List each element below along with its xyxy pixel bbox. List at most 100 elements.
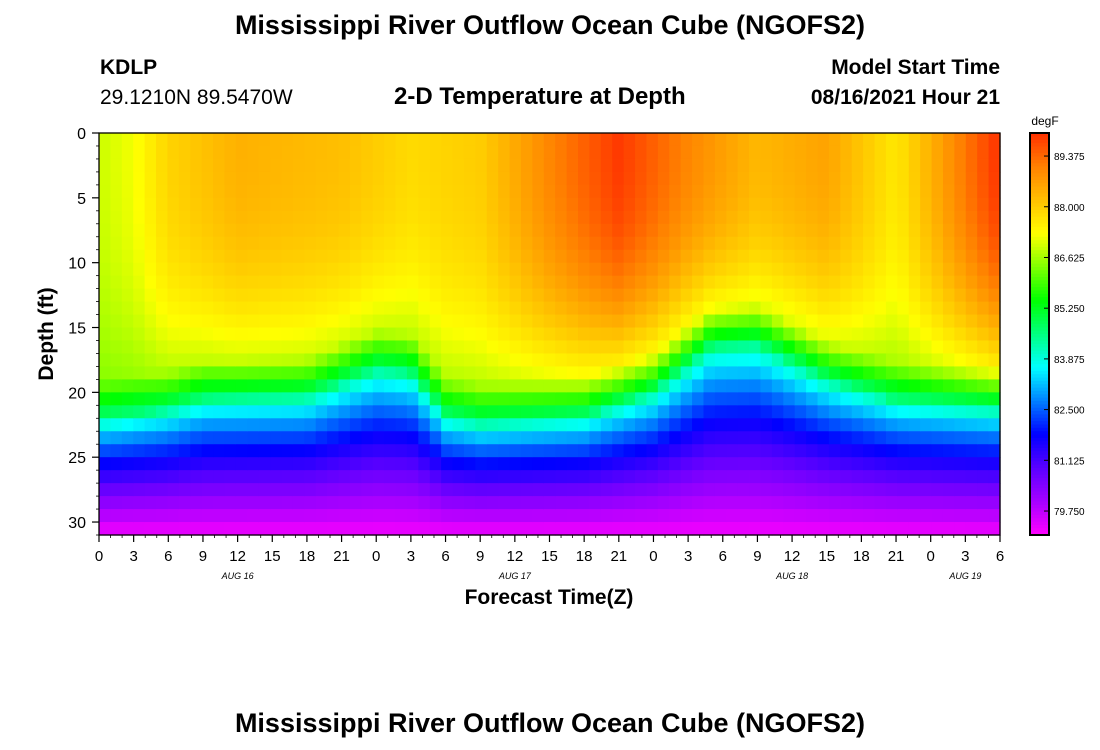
heat-cell: [213, 483, 226, 497]
heat-cell: [349, 496, 362, 510]
heat-cell: [304, 145, 317, 160]
colorbar: 89.37588.00086.62585.25083.87582.50081.1…: [1029, 132, 1085, 536]
heat-cell: [429, 197, 442, 212]
heat-cell: [578, 483, 591, 497]
heat-cell: [99, 457, 112, 471]
heat-cell: [270, 431, 283, 445]
heat-cell: [931, 171, 944, 186]
heat-cell: [304, 275, 317, 290]
heat-cell: [406, 496, 419, 510]
heat-cell: [965, 405, 978, 419]
heat-cell: [612, 457, 625, 471]
heat-cell: [361, 301, 374, 316]
heat-cell: [543, 353, 556, 368]
heat-cell: [771, 457, 784, 471]
heat-cell: [794, 210, 807, 225]
heat-cell: [281, 327, 294, 342]
heat-cell: [646, 133, 659, 147]
heat-cell: [760, 184, 773, 199]
heat-cell: [737, 314, 750, 329]
heat-cell: [270, 366, 283, 380]
heat-cell: [418, 392, 431, 406]
heat-cell: [304, 379, 317, 393]
heat-cell: [315, 262, 328, 277]
heat-cell: [806, 483, 819, 497]
heat-cell: [384, 197, 397, 212]
heat-cell: [600, 210, 613, 225]
heat-cell: [201, 158, 214, 173]
heat-cell: [463, 366, 476, 380]
heat-cell: [463, 327, 476, 342]
heat-cell: [612, 444, 625, 458]
heat-cell: [965, 184, 978, 199]
heat-cell: [361, 379, 374, 393]
heat-cell: [578, 470, 591, 484]
heat-cell: [737, 496, 750, 510]
heat-cell: [749, 158, 762, 173]
heat-cell: [224, 327, 237, 342]
heat-cell: [156, 431, 169, 445]
heat-cell: [874, 444, 887, 458]
heat-cell: [110, 145, 123, 160]
heat-cell: [669, 379, 682, 393]
heat-cell: [213, 288, 226, 303]
heat-cell: [714, 158, 727, 173]
heat-cell: [965, 145, 978, 160]
heat-cell: [384, 249, 397, 264]
heat-cell: [954, 379, 967, 393]
heat-cell: [235, 405, 248, 419]
colorbar-band: [1030, 267, 1049, 271]
heat-cell: [532, 366, 545, 380]
colorbar-frame: [1029, 132, 1050, 536]
colorbar-band: [1030, 226, 1049, 231]
x-tick-label: 6: [996, 548, 1004, 565]
heat-cell: [840, 223, 853, 238]
heat-cell: [441, 418, 454, 432]
heat-cell: [441, 249, 454, 264]
heat-cell: [190, 366, 203, 380]
heat-cell: [612, 275, 625, 290]
heat-cell: [520, 145, 533, 160]
heat-cell: [942, 353, 955, 368]
heat-cell: [623, 158, 636, 173]
heat-cell: [121, 379, 134, 393]
heat-cell: [281, 197, 294, 212]
heat-cell: [726, 262, 739, 277]
heat-cell: [327, 184, 340, 199]
heat-cell: [749, 470, 762, 484]
heat-cell: [304, 444, 317, 458]
heat-cell: [600, 158, 613, 173]
heat-cell: [612, 223, 625, 238]
heat-cell: [475, 353, 488, 368]
heat-cell: [327, 171, 340, 186]
heat-cell: [110, 210, 123, 225]
heat-cell: [555, 314, 568, 329]
heat-cell: [418, 522, 431, 536]
heat-cell: [669, 431, 682, 445]
heat-cell: [646, 353, 659, 368]
heat-cell: [178, 483, 191, 497]
heat-cell: [692, 392, 705, 406]
heat-cell: [840, 340, 853, 355]
heat-cell: [760, 249, 773, 264]
heat-cell: [156, 301, 169, 316]
heat-cell: [589, 366, 602, 380]
heat-cell: [156, 405, 169, 419]
heat-cell: [121, 509, 134, 523]
heat-cell: [680, 158, 693, 173]
heat-cell: [144, 262, 157, 277]
heat-cell: [942, 210, 955, 225]
heat-cell: [418, 288, 431, 303]
colorbar-band: [1030, 424, 1049, 429]
heat-cell: [669, 184, 682, 199]
heat-cell: [167, 392, 180, 406]
heat-cell: [783, 301, 796, 316]
heat-cell: [703, 223, 716, 238]
heat-cell: [338, 197, 351, 212]
heat-cell: [783, 418, 796, 432]
heat-cell: [270, 444, 283, 458]
heat-cell: [840, 496, 853, 510]
heat-cell: [771, 275, 784, 290]
heat-cell: [338, 522, 351, 536]
heat-cell: [361, 133, 374, 147]
